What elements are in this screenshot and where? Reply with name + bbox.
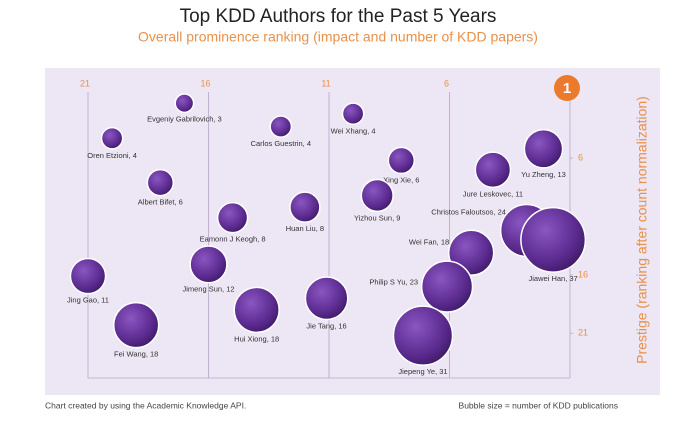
bubble (100, 126, 124, 150)
x-tick-label: 21 (80, 78, 90, 88)
y-tick-label: 16 (578, 269, 588, 279)
point-label: Yu Zheng, 13 (521, 170, 566, 179)
point-label: Jimeng Sun, 12 (182, 285, 234, 294)
bubble (523, 128, 564, 169)
bubble (269, 115, 293, 138)
x-tick-label: 1 (563, 80, 571, 97)
x-tick-label: 6 (444, 78, 449, 88)
point-label: Oren Etzioni, 4 (87, 151, 137, 160)
bubble (174, 93, 195, 114)
point-label: Eamonn J Keogh, 8 (200, 235, 266, 244)
point-label: Huan Liu, 8 (286, 224, 324, 233)
bubble (233, 286, 280, 334)
chart-subtitle: Overall prominence ranking (impact and n… (138, 29, 538, 45)
point-label: Wei Fan, 18 (409, 238, 449, 247)
point-label: Xing Xie, 6 (383, 175, 419, 184)
bubble (112, 301, 160, 349)
point-label: Fei Wang, 18 (114, 350, 158, 359)
tick-badge (554, 75, 580, 101)
bubble (289, 191, 321, 223)
point-label: Hui Xiong, 18 (234, 334, 279, 343)
y-tick-label: 21 (578, 328, 588, 338)
bubble (392, 305, 454, 366)
bubble (189, 245, 228, 284)
bubble (520, 206, 587, 273)
x-tick-label: 11 (321, 78, 330, 88)
point-label: Jing Gao, 11 (67, 296, 109, 305)
chart-title: Top KDD Authors for the Past 5 Years (180, 6, 497, 27)
point-label: Carlos Guestrin, 4 (251, 139, 311, 148)
point-label: Jiepeng Ye, 31 (398, 367, 447, 376)
point-label: Christos Faloutsos, 24 (431, 207, 506, 216)
point-label: Jie Tang, 16 (306, 321, 346, 330)
bubble (420, 260, 474, 313)
point-label: Albert Bifet, 6 (138, 198, 183, 207)
y-axis-label: Prestige (ranking after count normalizat… (634, 96, 650, 364)
point-label: Jiawei Han, 37 (529, 274, 578, 283)
point-label: Evgeniy Gabrilovich, 3 (147, 114, 222, 123)
bubble (474, 151, 512, 189)
point-label: Yizhou Sun, 9 (354, 213, 400, 222)
point-label: Jure Leskovec, 11 (463, 189, 523, 198)
bubble (387, 146, 416, 175)
y-tick-label: 6 (578, 152, 583, 162)
bubble (341, 102, 365, 126)
bubble (146, 168, 175, 197)
bubble (216, 201, 249, 234)
bubble (304, 276, 349, 321)
bubble (360, 178, 394, 213)
x-tick-label: 16 (200, 78, 210, 88)
bubble (69, 257, 107, 295)
footnote: Bubble size = number of KDD publications (459, 400, 618, 410)
point-label: Philip S Yu, 23 (369, 278, 418, 287)
point-label: Wei Xhang, 4 (331, 126, 376, 135)
footnote: Chart created by using the Academic Know… (45, 400, 246, 410)
